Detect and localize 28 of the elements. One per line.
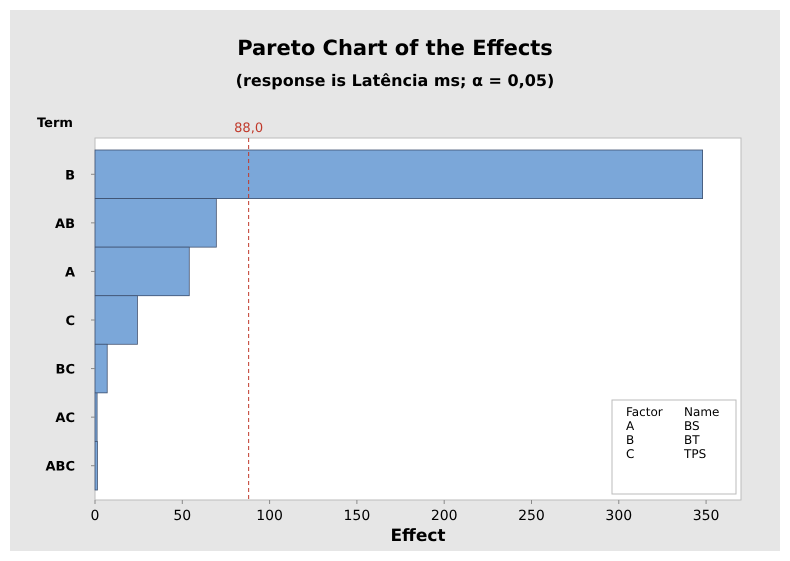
annotation: BS: [684, 419, 700, 433]
y-tick-label: AC: [55, 411, 75, 426]
y-tick-label: AB: [55, 216, 75, 232]
annotation: A: [626, 419, 635, 433]
ref-line-label: 88,0: [234, 121, 264, 136]
chart-title: Pareto Chart of the Effects: [237, 36, 553, 60]
y-axis-title: Term: [37, 116, 73, 131]
annotation: BT: [684, 433, 700, 447]
x-tick-label: 200: [430, 508, 458, 524]
x-tick-label: 100: [256, 508, 283, 524]
x-tick-label: 350: [692, 508, 720, 524]
y-tick-label: BC: [56, 362, 75, 378]
y-tick-label: C: [65, 314, 75, 329]
annotation: C: [626, 447, 634, 461]
x-tick-label: 50: [173, 508, 192, 524]
x-tick-label: 250: [518, 508, 545, 524]
x-tick-label: 150: [344, 508, 370, 524]
annotation: Factor: [626, 405, 663, 419]
y-tick-label: B: [65, 168, 75, 184]
x-tick-label: 0: [90, 508, 100, 524]
chart-subtitle: (response is Latência ms; α = 0,05): [236, 71, 554, 90]
x-axis-title: Effect: [390, 526, 446, 546]
x-tick-label: 300: [605, 508, 632, 524]
annotation: TPS: [683, 447, 706, 461]
annotation: B: [626, 433, 634, 447]
y-tick-label: ABC: [45, 460, 75, 475]
y-tick-label: A: [64, 265, 75, 280]
annotation: Name: [684, 405, 720, 419]
